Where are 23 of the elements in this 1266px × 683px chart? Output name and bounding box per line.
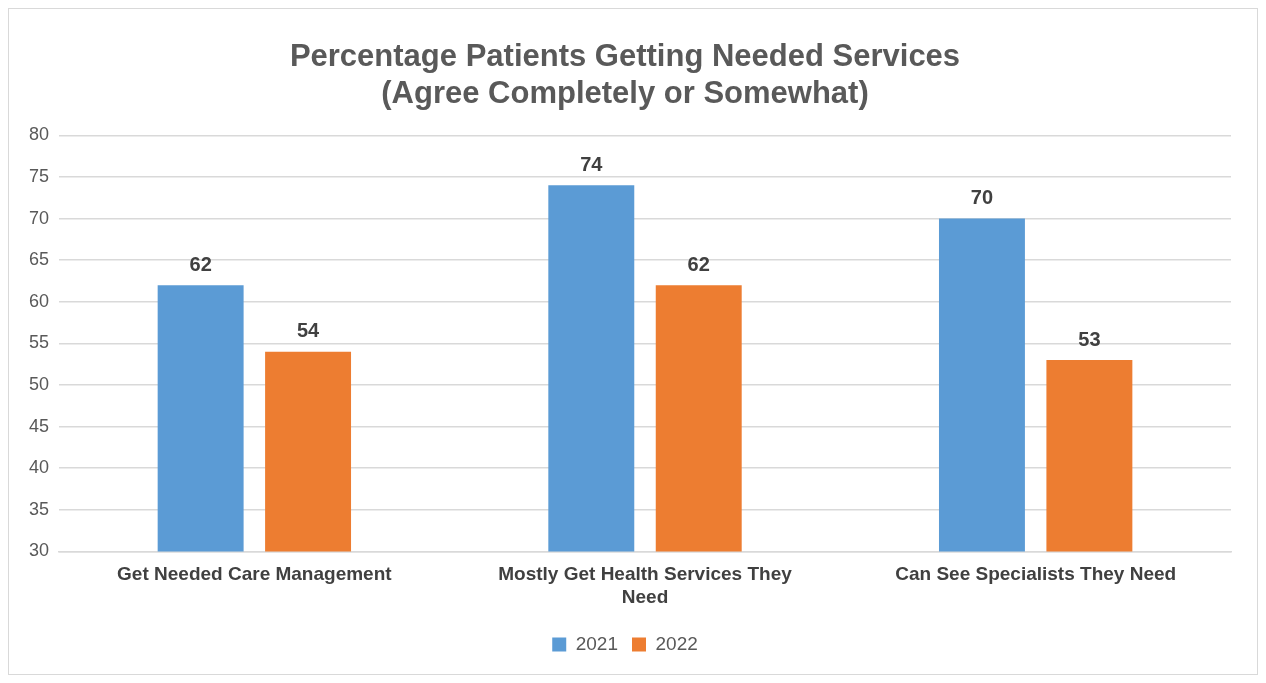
y-tick-label: 65 [28,249,50,270]
y-tick-label: 45 [28,415,50,436]
legend-label: 2022 [655,632,698,654]
data-label: 62 [189,252,212,275]
y-tick-label: 40 [28,457,50,478]
x-tick-label: Mostly Get Health Services They Need [498,563,793,607]
chart-title: Percentage Patients Getting Needed Services (Agree Completely or Somewhat) [289,38,961,111]
data-label: 70 [970,186,994,209]
legend-label: 2021 [575,632,619,654]
y-tick-label: 80 [28,124,50,145]
y-tick-label: 55 [28,332,50,353]
x-tick-label: Get Needed Care Management [117,563,393,585]
data-label: 74 [580,152,604,175]
y-tick-label: 75 [28,165,50,186]
data-label: 62 [687,252,710,275]
data-label: 54 [296,319,321,342]
y-tick-label: 70 [28,207,50,228]
y-tick-label: 60 [28,290,50,311]
y-tick-label: 35 [28,498,50,519]
x-tick-label: Can See Specialists They Need [895,563,1177,585]
y-tick-label: 50 [28,373,50,394]
data-label: 53 [1078,327,1101,350]
y-tick-label: 30 [28,540,50,561]
